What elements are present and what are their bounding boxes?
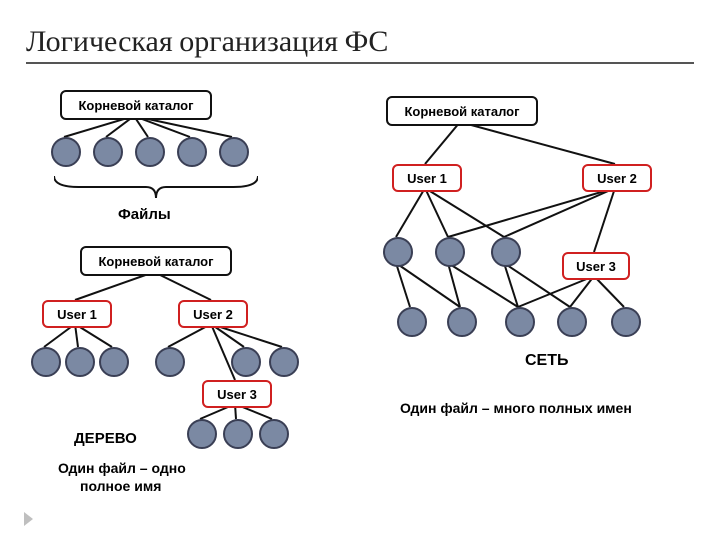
flat-file-node <box>219 137 249 167</box>
net-user3-box: User 3 <box>562 252 630 280</box>
tree-user1-box: User 1 <box>42 300 112 328</box>
net-root-box: Корневой каталог <box>386 96 538 126</box>
tree-u2-node <box>155 347 185 377</box>
flat-root-box: Корневой каталог <box>60 90 212 120</box>
net-user2-box: User 2 <box>582 164 652 192</box>
net-mid-node <box>491 237 521 267</box>
tree-u3-node <box>187 419 217 449</box>
flat-file-node <box>93 137 123 167</box>
tree-u3-node <box>259 419 289 449</box>
tree-u2-node <box>269 347 299 377</box>
flat-files-label: Файлы <box>118 206 171 223</box>
tree-u3-node <box>223 419 253 449</box>
net-bot-node <box>557 307 587 337</box>
net-label: СЕТЬ <box>525 352 569 370</box>
net-bot-node <box>505 307 535 337</box>
tree-u2-node <box>231 347 261 377</box>
flat-file-node <box>177 137 207 167</box>
net-mid-node <box>383 237 413 267</box>
tree-label: ДЕРЕВО <box>74 430 137 447</box>
net-bot-node <box>611 307 641 337</box>
flat-file-node <box>51 137 81 167</box>
tree-u1-node <box>31 347 61 377</box>
net-bot-node <box>447 307 477 337</box>
tree-user3-box: User 3 <box>202 380 272 408</box>
tree-caption-1: Один файл – одно <box>58 460 186 476</box>
flat-brace-icon <box>54 176 258 198</box>
net-caption: Один файл – много полных имен <box>400 400 632 416</box>
tree-user2-box: User 2 <box>178 300 248 328</box>
tree-root-box: Корневой каталог <box>80 246 232 276</box>
tree-u1-node <box>99 347 129 377</box>
net-bot-node <box>397 307 427 337</box>
tree-u1-node <box>65 347 95 377</box>
net-mid-node <box>435 237 465 267</box>
net-user1-box: User 1 <box>392 164 462 192</box>
tree-caption-2: полное имя <box>80 478 161 494</box>
flat-file-node <box>135 137 165 167</box>
